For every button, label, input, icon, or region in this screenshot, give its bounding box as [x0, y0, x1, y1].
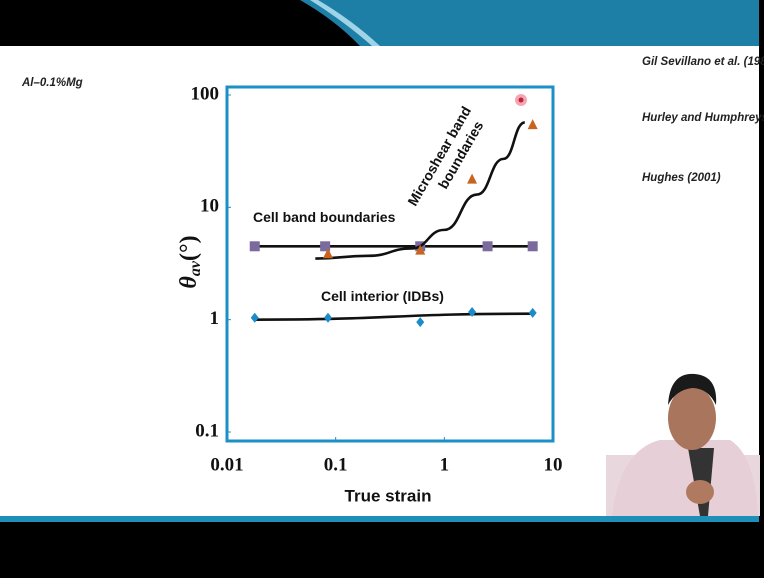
bottom-bar [0, 522, 764, 578]
data-point [483, 241, 493, 251]
bottom-accent [0, 516, 764, 522]
y-label-subscript: av [187, 260, 204, 276]
reference: Gil Sevillano et al. (1980) [642, 56, 764, 68]
x-tick-label: 10 [544, 454, 563, 475]
presenter-hand [686, 480, 714, 504]
x-tick-label: 0.1 [324, 454, 348, 475]
data-point [467, 174, 477, 184]
plot-frame [227, 87, 553, 441]
reference: Hurley and Humphreys (2003) [642, 112, 764, 124]
data-point [528, 119, 538, 129]
data-point [251, 313, 259, 323]
presenter-body [612, 440, 758, 516]
data-point [529, 308, 537, 318]
series-label: Cell interior (IDBs) [321, 288, 444, 304]
y-label-unit: (°) [176, 235, 202, 261]
data-point [250, 241, 260, 251]
x-axis-label: True strain [345, 486, 432, 505]
data-point [528, 241, 538, 251]
y-tick-label: 10 [200, 196, 219, 217]
y-tick-label: 0.1 [195, 420, 219, 441]
presenter-face [668, 386, 716, 450]
presenter [606, 374, 760, 516]
series-label-line: Cell band boundaries [253, 209, 396, 225]
y-tick-label: 100 [191, 83, 220, 104]
data-point [416, 317, 424, 327]
y-axis-label: θav(°) [176, 235, 204, 288]
fit-line [255, 314, 533, 320]
pointer-dot [519, 98, 524, 103]
slide: Al–0.1%Mg Gil Sevillano et al. (1980) Hu… [0, 0, 764, 578]
reference: Hughes (2001) [642, 172, 721, 184]
alloy-label: Al–0.1%Mg [21, 77, 83, 89]
series-label: Cell band boundaries [253, 209, 396, 225]
x-tick-label: 1 [440, 454, 450, 475]
series-label-line: Cell interior (IDBs) [321, 288, 444, 304]
series-label: Microshear bandboundaries [404, 103, 489, 217]
x-tick-label: 0.01 [210, 454, 243, 475]
data-point [324, 313, 332, 323]
y-tick-label: 1 [210, 308, 220, 329]
y-label-symbol: θ [176, 276, 202, 289]
